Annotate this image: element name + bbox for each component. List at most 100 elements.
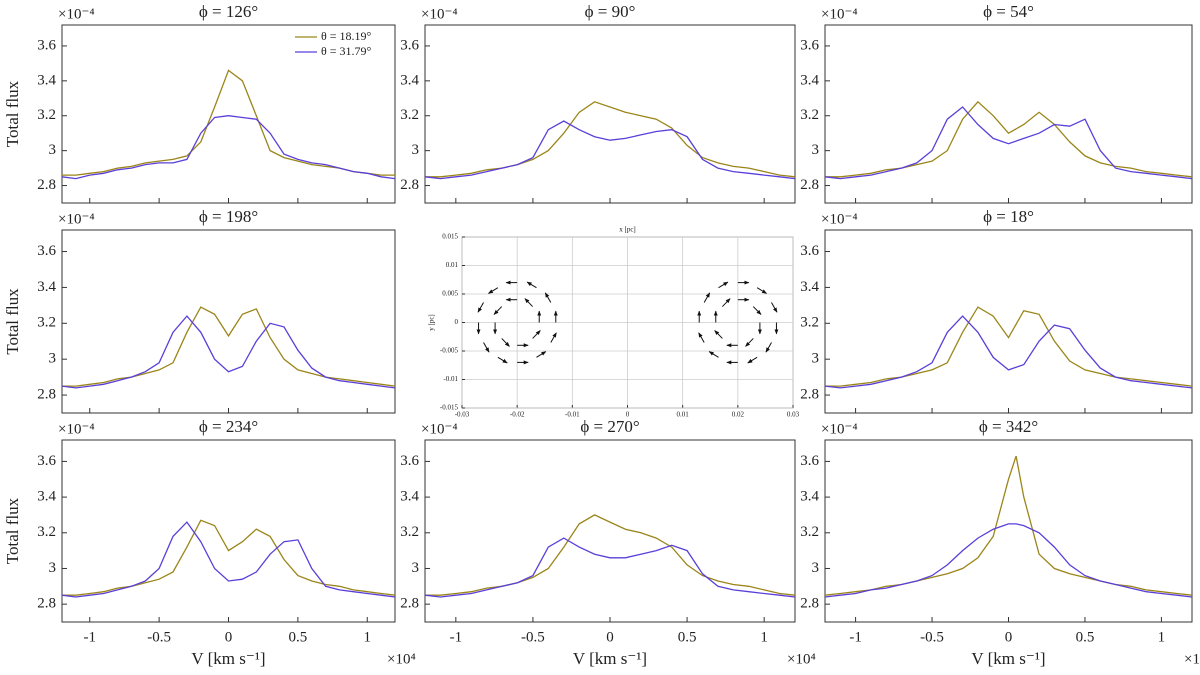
y-tick-label: 0.015 (442, 233, 458, 241)
y-tick-label: 3 (49, 142, 57, 158)
x-tick-label: -1 (84, 629, 97, 645)
y-tick-label: 2.8 (400, 596, 419, 612)
line-panel: 2.8 3 3.2 3.4 3.6 ϕ = 54° ×10⁻⁴ (800, 2, 1193, 204)
series-line (424, 537, 796, 598)
series-line (824, 523, 1193, 598)
plot-area (61, 229, 396, 414)
x-tick-label: 0 (225, 629, 233, 645)
y-tick-label: 3 (412, 560, 420, 576)
line-panel: 2.8 3 3.2 3.4 3.6 ϕ = 126° ×10⁻⁴ Total flux θ = … (3, 2, 396, 204)
series-line (825, 306, 1193, 387)
y-tick-label: 2.8 (400, 177, 419, 193)
x-tick-label: -1 (849, 629, 862, 645)
arrow (544, 292, 552, 303)
x-tick-label: 1 (364, 629, 372, 645)
panel-title: ϕ = 234° (199, 417, 258, 436)
x-tick-label: -0.03 (455, 411, 470, 419)
y-axis-label: y [pc] (428, 314, 436, 331)
plot-area (61, 439, 396, 623)
series-line (61, 115, 396, 180)
y-tick-label: 3.6 (37, 243, 56, 259)
y-tick-label: 3.2 (800, 315, 819, 331)
arrow (493, 306, 503, 315)
y-tick-label: 3 (49, 351, 57, 367)
plot-area (824, 24, 1193, 204)
series-line (825, 100, 1193, 178)
arrow (488, 287, 499, 294)
series-line (61, 315, 396, 389)
x-tick-label: 1 (760, 629, 768, 645)
arrow (714, 330, 723, 339)
y-tick-label: 3.6 (800, 37, 819, 53)
panel-title: ϕ = 18° (983, 207, 1034, 226)
y-multiplier: ×10⁻⁴ (58, 211, 95, 227)
series-line (824, 315, 1193, 389)
arrow (752, 306, 762, 315)
x-tick-label: -0.01 (565, 411, 580, 419)
line-panel: -1 -0.5 0 0.5 1 2.8 3 3.2 3.4 3.6 ϕ = 234° ×10⁻⁴ Tot… (3, 417, 416, 668)
y-tick-label: 2.8 (800, 596, 819, 612)
y-tick-label: 2.8 (800, 177, 819, 193)
y-multiplier: ×10⁻⁴ (421, 6, 458, 22)
y-tick-label: 3 (412, 142, 420, 158)
y-tick-label: 3.2 (800, 524, 819, 540)
arrow (536, 351, 547, 358)
arrow (501, 338, 510, 347)
arrow (526, 281, 537, 289)
x-axis-label: x [pc] (619, 226, 636, 234)
y-tick-label: 3.2 (37, 315, 56, 331)
x-tick-label: 0 (1005, 629, 1013, 645)
x-tick-label: 0.5 (678, 629, 697, 645)
line-panel: -1 -0.5 0 0.5 1 2.8 3 3.2 3.4 3.6 ϕ = 342° ×10⁻⁴ V [… (800, 417, 1200, 668)
y-tick-label: 0.005 (442, 290, 458, 298)
arrow (718, 281, 729, 289)
arrow (756, 287, 767, 294)
x-multiplier: ×10⁴ (787, 651, 816, 667)
y-multiplier: ×10⁻⁴ (821, 211, 858, 227)
series-line (62, 306, 396, 387)
y-tick-label: 0 (455, 318, 459, 326)
plot-area (424, 439, 796, 623)
y-tick-label: 3.4 (800, 72, 819, 88)
y-tick-label: 3 (49, 560, 57, 576)
y-tick-label: 0.01 (446, 261, 459, 269)
x-axis-label: V [km s⁻¹] (971, 649, 1045, 668)
y-tick-label: -0.015 (440, 404, 459, 412)
arrow (698, 332, 705, 343)
x-multiplier: ×10⁴ (1184, 651, 1200, 667)
arrow (483, 342, 490, 353)
y-tick-label: 3.2 (400, 524, 419, 540)
y-tick-label: 3.4 (400, 489, 419, 505)
y-tick-label: 3.6 (800, 243, 819, 259)
panel-title: ϕ = 90° (585, 2, 636, 21)
x-tick-label: -0.5 (920, 629, 944, 645)
x-tick-label: 0 (626, 411, 630, 419)
y-multiplier: ×10⁻⁴ (421, 421, 458, 437)
y-tick-label: -0.005 (440, 347, 459, 355)
arrow (708, 351, 719, 358)
arrow (765, 342, 772, 353)
x-axis-label: V [km s⁻¹] (191, 649, 265, 668)
y-tick-label: 3.6 (400, 453, 419, 469)
line-panel: 2.8 3 3.2 3.4 3.6 ϕ = 18° ×10⁻⁴ (800, 207, 1193, 414)
panel-title: ϕ = 270° (580, 417, 639, 436)
y-tick-label: 3.2 (800, 107, 819, 123)
panel-title: ϕ = 54° (983, 2, 1034, 21)
series-line (61, 521, 396, 598)
series-line (824, 455, 1193, 596)
y-tick-label: 3.6 (37, 453, 56, 469)
x-axis-label: V [km s⁻¹] (573, 649, 647, 668)
series-line (424, 120, 796, 180)
x-tick-label: 0.5 (289, 629, 308, 645)
panel-title: ϕ = 198° (199, 207, 258, 226)
plot-area (424, 24, 796, 204)
y-tick-label: 2.8 (800, 386, 819, 402)
x-tick-label: 0.5 (1076, 629, 1095, 645)
y-axis-label: Total flux (3, 497, 22, 564)
x-tick-label: 0.01 (677, 411, 690, 419)
plot-area (61, 24, 396, 204)
arrow (722, 298, 731, 307)
series-line (425, 101, 796, 178)
x-tick-label: 1 (1158, 629, 1166, 645)
plot-area (824, 229, 1193, 414)
